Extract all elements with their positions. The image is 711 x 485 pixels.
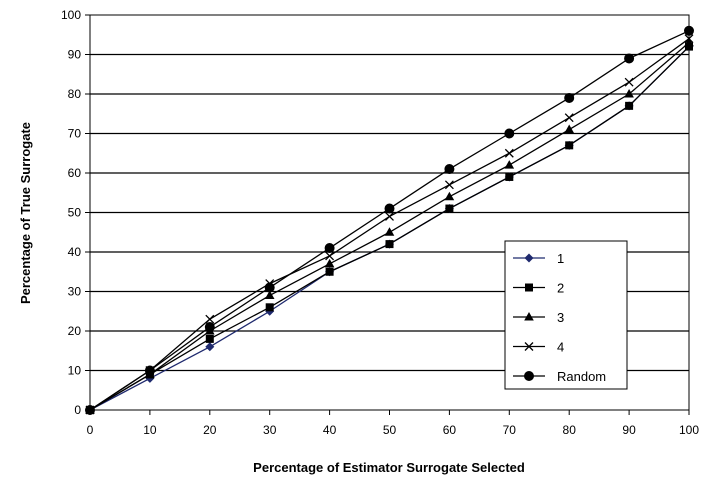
data-point [205, 342, 215, 352]
y-axis-title: Percentage of True Surrogate [18, 122, 33, 304]
y-tick-label: 80 [68, 87, 82, 101]
x-tick-label: 80 [563, 423, 577, 437]
legend-items: 1 2 3 4 Random [513, 251, 606, 384]
data-point [624, 77, 634, 87]
y-tick-label: 40 [68, 245, 82, 259]
y-tick-label: 70 [68, 127, 82, 141]
x-tick-label: 40 [323, 423, 337, 437]
x-tick-label: 0 [87, 423, 94, 437]
legend-marker [524, 312, 534, 321]
data-point [265, 303, 274, 312]
y-tick-label: 90 [68, 48, 82, 62]
legend-label: 1 [557, 251, 564, 266]
legend-label: 3 [557, 310, 564, 325]
y-tick-label: 0 [74, 403, 81, 417]
data-point [505, 172, 514, 181]
data-point [85, 405, 95, 415]
y-tick-label: 30 [68, 285, 82, 299]
legend-marker [525, 283, 533, 292]
data-point [444, 164, 455, 175]
data-point [204, 322, 215, 333]
legend-marker [524, 253, 534, 263]
data-point [444, 180, 454, 190]
data-point [684, 25, 694, 36]
x-tick-label: 60 [443, 423, 457, 437]
legend-item: 3 [513, 310, 564, 325]
legend-item: 4 [513, 340, 564, 355]
legend-box [504, 240, 628, 390]
x-tick-label: 50 [383, 423, 397, 437]
data-point [144, 365, 155, 376]
data-point [205, 314, 215, 324]
x-tick-label: 70 [503, 423, 517, 437]
data-point [385, 211, 394, 221]
y-tick-label: 50 [68, 206, 82, 220]
data-point [264, 282, 275, 293]
data-point [384, 203, 395, 214]
x-tick-label: 10 [143, 423, 157, 437]
data-point [444, 191, 455, 201]
data-point [205, 334, 214, 343]
legend-item: 2 [513, 281, 564, 296]
legend: 1 2 3 4 Random [504, 240, 628, 390]
data-point [565, 141, 574, 150]
y-tick-label: 100 [61, 8, 81, 22]
x-axis-ticks: 0 10 20 30 40 50 60 70 80 90 100 [87, 410, 699, 437]
legend-label: 2 [557, 281, 564, 296]
data-point [624, 89, 634, 98]
data-point [324, 243, 335, 254]
data-point [625, 101, 634, 110]
data-point [564, 92, 575, 103]
x-tick-label: 100 [679, 423, 699, 437]
data-point [684, 37, 694, 47]
data-point [564, 124, 574, 134]
data-point [324, 258, 335, 268]
data-point [685, 42, 693, 51]
data-point [264, 290, 275, 299]
data-point [504, 128, 515, 139]
y-tick-label: 60 [68, 166, 82, 180]
legend-marker [524, 371, 534, 381]
data-point [564, 113, 574, 123]
legend-item: 1 [513, 251, 564, 266]
legend-label: 4 [557, 340, 564, 355]
series-layer [85, 25, 694, 415]
y-tick-label: 10 [68, 364, 82, 378]
data-point [504, 160, 515, 169]
y-tick-label: 20 [68, 324, 82, 338]
data-point [384, 227, 395, 236]
data-point [325, 267, 334, 276]
data-point [684, 34, 694, 44]
data-point [624, 53, 635, 64]
x-tick-label: 20 [203, 423, 217, 437]
legend-label: Random [557, 369, 606, 384]
data-point [325, 251, 335, 261]
x-tick-label: 90 [622, 423, 636, 437]
x-axis-title: Percentage of Estimator Surrogate Select… [253, 460, 525, 475]
y-axis-ticks: 0 10 20 30 40 50 60 70 80 90 100 [61, 8, 90, 417]
data-point [445, 204, 454, 213]
series-random [85, 25, 694, 415]
legend-item: Random [513, 369, 606, 384]
legend-marker [524, 342, 534, 351]
data-point [504, 148, 514, 158]
data-point [385, 240, 394, 249]
x-tick-label: 30 [263, 423, 277, 437]
